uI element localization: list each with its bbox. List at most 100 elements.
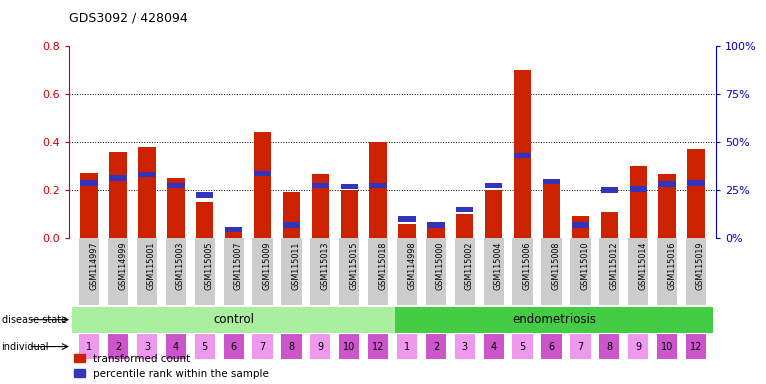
Bar [687, 149, 705, 238]
Bar [659, 181, 676, 187]
Text: 2: 2 [115, 341, 121, 352]
Bar [254, 170, 271, 176]
FancyBboxPatch shape [310, 238, 330, 305]
Bar [485, 190, 502, 238]
Bar [196, 202, 214, 238]
Bar [139, 172, 155, 177]
Bar [225, 227, 242, 232]
Text: GSM115003: GSM115003 [176, 242, 185, 290]
Bar [395, 307, 713, 333]
Bar [398, 216, 416, 222]
FancyBboxPatch shape [483, 238, 504, 305]
Bar [570, 334, 591, 359]
Bar [686, 334, 706, 359]
Bar [630, 186, 647, 192]
Text: 8: 8 [288, 341, 294, 352]
Legend: transformed count, percentile rank within the sample: transformed count, percentile rank withi… [74, 354, 269, 379]
FancyBboxPatch shape [224, 238, 244, 305]
FancyBboxPatch shape [253, 238, 273, 305]
Text: 1: 1 [404, 341, 410, 352]
Bar [137, 334, 157, 359]
Bar [455, 334, 475, 359]
FancyBboxPatch shape [281, 238, 302, 305]
Text: 6: 6 [231, 341, 237, 352]
Bar [456, 207, 473, 212]
Bar [283, 222, 300, 227]
Text: GSM115018: GSM115018 [378, 242, 387, 290]
FancyBboxPatch shape [137, 238, 157, 305]
FancyBboxPatch shape [686, 238, 706, 305]
Text: GSM115008: GSM115008 [552, 242, 561, 290]
FancyBboxPatch shape [165, 238, 186, 305]
Text: GSM115013: GSM115013 [320, 242, 329, 290]
Bar [628, 334, 648, 359]
FancyBboxPatch shape [79, 238, 100, 305]
Bar [196, 192, 214, 197]
Bar [571, 222, 589, 227]
Text: disease state: disease state [2, 314, 67, 325]
Bar [659, 174, 676, 238]
Bar [514, 70, 532, 238]
Text: 8: 8 [606, 341, 612, 352]
FancyBboxPatch shape [512, 238, 532, 305]
Bar [254, 132, 271, 238]
Text: 10: 10 [661, 341, 673, 352]
FancyBboxPatch shape [195, 238, 215, 305]
Text: GSM115015: GSM115015 [349, 242, 358, 290]
Bar [397, 334, 417, 359]
Text: individual: individual [2, 341, 49, 352]
Bar [599, 334, 620, 359]
Text: GSM115000: GSM115000 [436, 242, 445, 290]
Text: 9: 9 [635, 341, 641, 352]
FancyBboxPatch shape [397, 238, 417, 305]
Bar [514, 152, 532, 158]
Text: GSM114998: GSM114998 [407, 242, 416, 290]
Bar [456, 214, 473, 238]
Text: GSM115009: GSM115009 [263, 242, 271, 290]
Text: 3: 3 [462, 341, 468, 352]
Bar [310, 334, 330, 359]
Text: GSM115014: GSM115014 [638, 242, 647, 290]
Text: 9: 9 [317, 341, 323, 352]
Text: 7: 7 [260, 341, 266, 352]
FancyBboxPatch shape [426, 238, 446, 305]
Text: GDS3092 / 428094: GDS3092 / 428094 [69, 12, 188, 25]
FancyBboxPatch shape [108, 238, 128, 305]
Bar [281, 334, 302, 359]
Text: GSM114999: GSM114999 [118, 242, 127, 290]
Bar [630, 166, 647, 238]
FancyBboxPatch shape [599, 238, 620, 305]
Bar [483, 334, 504, 359]
Text: GSM115012: GSM115012 [609, 242, 618, 290]
Bar [108, 334, 128, 359]
Text: 10: 10 [343, 341, 355, 352]
Bar [253, 334, 273, 359]
Bar [283, 192, 300, 238]
Text: GSM115007: GSM115007 [234, 242, 243, 290]
Text: GSM115005: GSM115005 [205, 242, 214, 290]
Bar [110, 152, 126, 238]
Bar [601, 212, 618, 238]
Text: 12: 12 [372, 341, 385, 352]
Bar [398, 223, 416, 238]
Bar [225, 231, 242, 238]
Text: GSM115010: GSM115010 [581, 242, 589, 290]
Text: GSM115002: GSM115002 [465, 242, 474, 290]
Text: control: control [213, 313, 254, 326]
Bar [369, 183, 387, 188]
Text: 12: 12 [690, 341, 702, 352]
Text: 5: 5 [201, 341, 208, 352]
Bar [80, 173, 98, 238]
Bar [80, 180, 98, 185]
Bar [571, 217, 589, 238]
Bar [79, 334, 100, 359]
FancyBboxPatch shape [542, 238, 561, 305]
Text: 2: 2 [433, 341, 439, 352]
Text: 4: 4 [173, 341, 179, 352]
Bar [195, 334, 215, 359]
Text: GSM115004: GSM115004 [494, 242, 502, 290]
Bar [312, 183, 329, 188]
Bar [110, 175, 126, 181]
Text: 4: 4 [491, 341, 497, 352]
FancyBboxPatch shape [570, 238, 591, 305]
